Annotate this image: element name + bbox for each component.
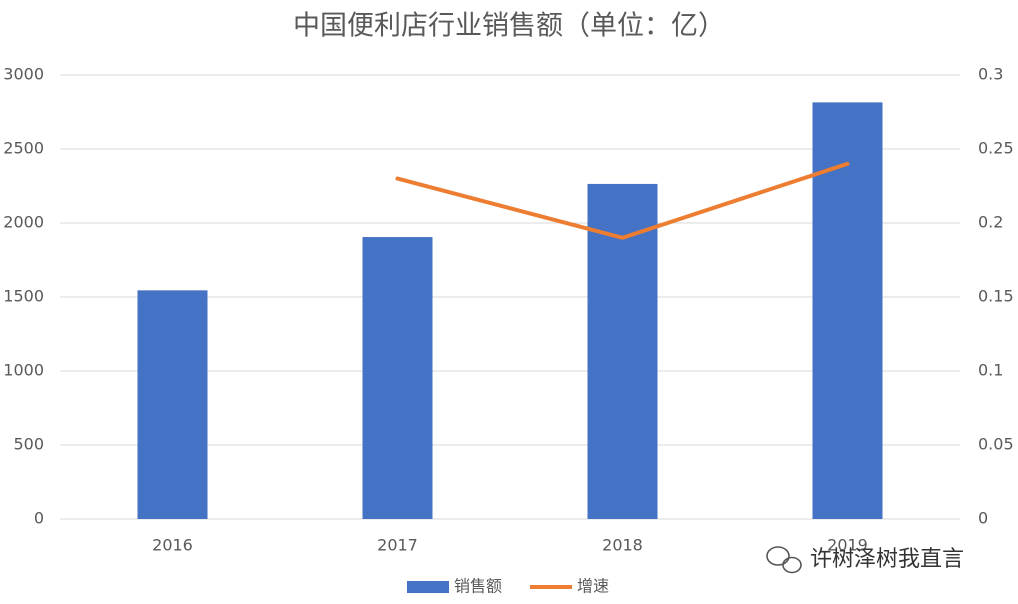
legend-item: 增速 [530, 577, 609, 596]
y-tick-label: 1000 [3, 361, 44, 380]
y2-tick-label: 0.3 [978, 65, 1003, 84]
bar [587, 183, 658, 520]
y-tick-label: 2000 [3, 213, 44, 232]
x-tick-label: 2016 [152, 536, 193, 555]
y-tick-label: 1500 [3, 287, 44, 306]
line [395, 161, 850, 240]
y2-tick-label: 0.05 [978, 435, 1014, 454]
y-tick-label: 0 [34, 509, 44, 528]
bar [362, 237, 433, 519]
x-tick-label: 2019 [827, 536, 868, 555]
legend-swatch [407, 581, 449, 593]
y2-tick-label: 0 [978, 509, 988, 528]
chart-title: 中国便利店行业销售额（单位：亿） [293, 11, 725, 42]
x-tick-label: 2018 [602, 536, 643, 555]
watermark: 许树泽树我直言 [810, 547, 964, 572]
y-tick-label: 500 [13, 435, 44, 454]
legend-item: 销售额 [407, 577, 502, 596]
y2-tick-label: 0.2 [978, 213, 1003, 232]
y-tick-label: 2500 [3, 139, 44, 158]
y-tick-label: 3000 [3, 65, 44, 84]
y2-tick-label: 0.15 [978, 287, 1014, 306]
y2-tick-label: 0.1 [978, 361, 1003, 380]
legend-label: 销售额 [454, 577, 502, 596]
bar [137, 290, 208, 519]
watermark-icon [766, 546, 802, 574]
legend-label: 增速 [577, 577, 609, 596]
legend: 销售额 增速 [407, 577, 609, 596]
y2-tick-label: 0.25 [978, 139, 1014, 158]
x-tick-label: 2017 [377, 536, 418, 555]
